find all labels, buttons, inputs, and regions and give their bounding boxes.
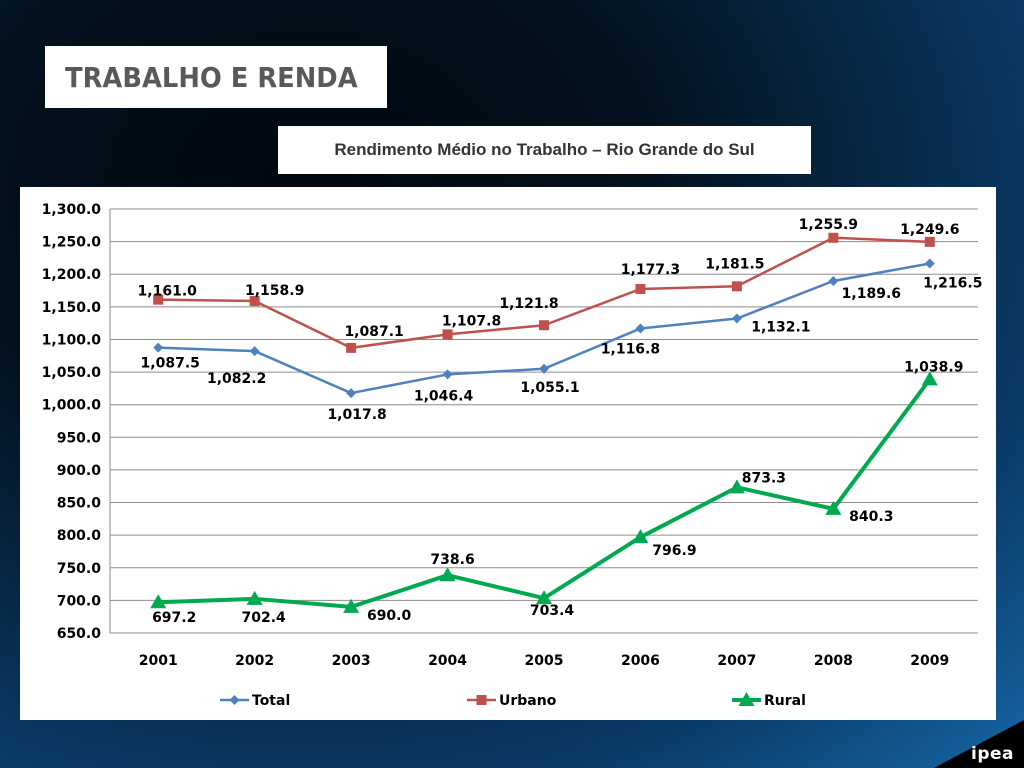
x-tick-label: 2005 bbox=[525, 653, 564, 669]
section-title: TRABALHO E RENDA bbox=[65, 60, 358, 94]
x-tick-label: 2008 bbox=[814, 653, 853, 669]
x-tick-label: 2009 bbox=[910, 653, 949, 669]
data-point-rural bbox=[921, 371, 938, 386]
x-tick-label: 2006 bbox=[621, 653, 660, 669]
data-point-rural bbox=[150, 594, 167, 609]
data-point-urbano bbox=[153, 294, 164, 305]
data-label-total: 1,116.8 bbox=[601, 342, 660, 358]
x-tick-label: 2003 bbox=[332, 653, 371, 669]
line-chart: 650.0 700.0 750.0 800.0 850.0 900.0 950.0 1,000… bbox=[42, 202, 983, 709]
data-label-total: 1,087.5 bbox=[141, 356, 200, 372]
data-label-urbano: 1,177.3 bbox=[621, 262, 680, 278]
data-label-urbano: 1,087.1 bbox=[344, 324, 403, 340]
data-label-urbano: 1,121.8 bbox=[499, 296, 558, 312]
data-point-rural bbox=[825, 500, 842, 515]
data-label-rural: 703.4 bbox=[530, 603, 575, 619]
data-point-total bbox=[828, 276, 839, 287]
data-point-urbano bbox=[539, 320, 549, 331]
data-label-rural: 697.2 bbox=[152, 610, 196, 626]
legend-label-rural: Rural bbox=[764, 693, 806, 709]
y-tick-label: 650.0 bbox=[57, 626, 102, 642]
data-point-total bbox=[249, 346, 260, 357]
data-point-urbano bbox=[924, 236, 935, 247]
legend-label-total: Total bbox=[252, 693, 290, 709]
data-point-urbano bbox=[442, 329, 453, 340]
legend-marker-rural bbox=[738, 692, 755, 706]
data-label-rural: 796.9 bbox=[652, 543, 696, 559]
chart-title: Rendimento Médio no Trabalho – Rio Grand… bbox=[334, 140, 755, 159]
y-tick-label: 1,300.0 bbox=[42, 202, 102, 218]
data-label-urbano: 1,255.9 bbox=[799, 217, 858, 233]
data-point-urbano bbox=[346, 342, 357, 353]
y-tick-label: 1,000.0 bbox=[42, 398, 102, 414]
y-tick-label: 1,250.0 bbox=[42, 235, 102, 251]
data-point-total bbox=[924, 258, 935, 269]
data-label-urbano: 1,107.8 bbox=[442, 313, 501, 329]
x-tick-label: 2001 bbox=[139, 653, 178, 669]
y-tick-label: 1,200.0 bbox=[42, 267, 102, 283]
data-point-total bbox=[539, 363, 549, 374]
data-label-total: 1,082.2 bbox=[207, 371, 266, 387]
data-point-rural bbox=[246, 590, 263, 605]
data-point-rural bbox=[632, 529, 649, 544]
ipea-logo: ipea bbox=[934, 720, 1024, 768]
data-point-total bbox=[635, 323, 646, 334]
data-point-urbano bbox=[249, 296, 260, 307]
y-tick-label: 1,150.0 bbox=[42, 300, 102, 316]
y-tick-label: 800.0 bbox=[57, 528, 102, 544]
data-label-total: 1,216.5 bbox=[923, 275, 982, 291]
data-label-rural: 873.3 bbox=[742, 470, 786, 486]
data-label-total: 1,046.4 bbox=[414, 388, 474, 404]
chart-title-box: Rendimento Médio no Trabalho – Rio Grand… bbox=[278, 126, 811, 174]
data-point-rural bbox=[728, 479, 745, 494]
data-label-urbano: 1,161.0 bbox=[138, 284, 198, 300]
y-tick-label: 950.0 bbox=[57, 430, 102, 446]
data-label-urbano: 1,249.6 bbox=[900, 222, 959, 238]
data-point-total bbox=[731, 313, 742, 324]
y-tick-label: 900.0 bbox=[57, 463, 102, 479]
legend-marker-urbano bbox=[476, 695, 487, 705]
data-label-rural: 690.0 bbox=[367, 608, 412, 624]
data-point-rural bbox=[536, 590, 552, 605]
data-point-urbano bbox=[635, 284, 646, 295]
y-tick-label: 750.0 bbox=[57, 561, 102, 577]
data-label-urbano: 1,158.9 bbox=[245, 283, 304, 299]
data-label-rural: 702.4 bbox=[242, 610, 287, 626]
data-point-rural bbox=[343, 598, 360, 613]
legend-label-urbano: Urbano bbox=[499, 693, 557, 709]
data-label-urbano: 1,181.5 bbox=[705, 256, 764, 272]
data-point-total bbox=[153, 342, 164, 353]
y-tick-label: 1,050.0 bbox=[42, 365, 102, 381]
data-label-rural: 1,038.9 bbox=[904, 359, 963, 375]
data-point-urbano bbox=[828, 232, 839, 243]
data-label-total: 1,189.6 bbox=[842, 286, 901, 302]
data-label-rural: 840.3 bbox=[849, 509, 893, 525]
data-point-urbano bbox=[731, 281, 742, 292]
data-point-total bbox=[442, 369, 453, 380]
y-tick-label: 1,100.0 bbox=[42, 332, 102, 348]
y-tick-label: 700.0 bbox=[57, 593, 102, 609]
data-point-total bbox=[346, 388, 357, 399]
chart-panel: 650.0 700.0 750.0 800.0 850.0 900.0 950.0 1,000… bbox=[20, 187, 996, 720]
data-label-total: 1,055.1 bbox=[520, 380, 579, 396]
data-label-total: 1,132.1 bbox=[751, 320, 810, 336]
data-point-rural bbox=[439, 567, 456, 582]
legend-marker-total bbox=[229, 695, 240, 705]
series-line-rural bbox=[158, 378, 932, 609]
data-label-total: 1,017.8 bbox=[327, 407, 386, 423]
y-tick-label: 850.0 bbox=[57, 496, 102, 512]
x-tick-label: 2002 bbox=[235, 653, 274, 669]
data-label-rural: 738.6 bbox=[430, 552, 474, 568]
logo-text: ipea bbox=[971, 744, 1014, 764]
x-tick-label: 2007 bbox=[717, 653, 756, 669]
section-title-box: TRABALHO E RENDA bbox=[45, 46, 387, 108]
x-tick-label: 2004 bbox=[428, 653, 467, 669]
